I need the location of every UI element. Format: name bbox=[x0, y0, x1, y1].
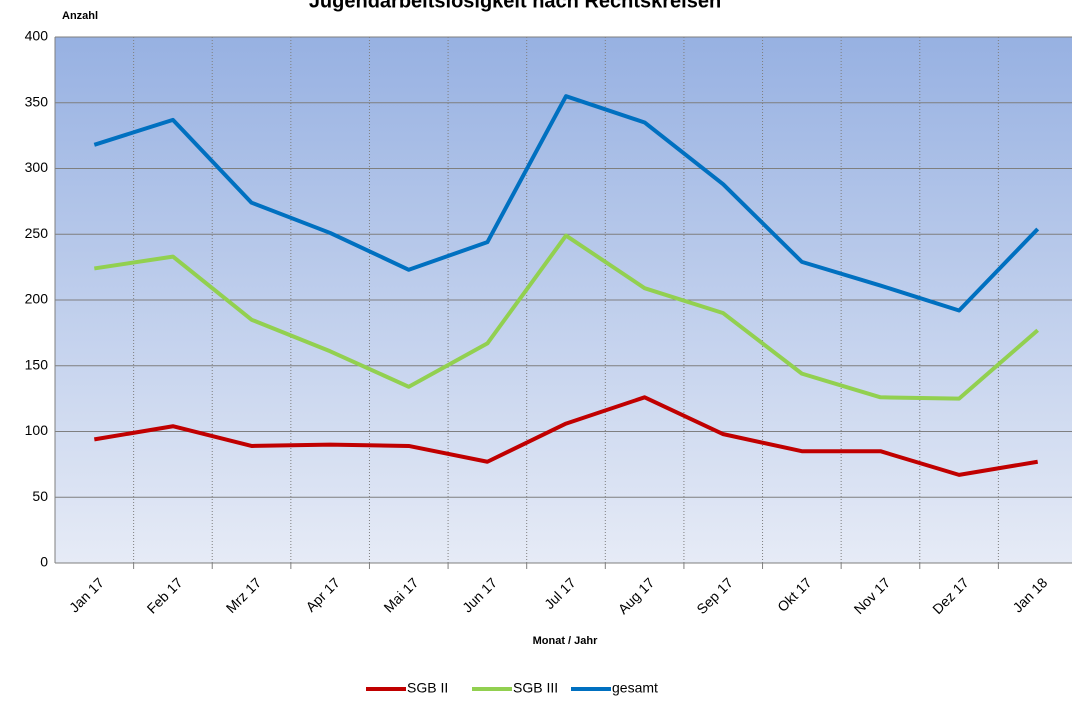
legend-label: gesamt bbox=[612, 680, 658, 696]
x-tick-label: Mrz 17 bbox=[223, 574, 265, 616]
x-tick-label: Aug 17 bbox=[615, 574, 658, 617]
x-tick-label: Sep 17 bbox=[693, 574, 736, 617]
y-tick-label: 200 bbox=[25, 291, 49, 307]
x-tick-label: Mai 17 bbox=[380, 574, 421, 615]
y-axis-label: Anzahl bbox=[62, 10, 98, 22]
x-tick-label: Dez 17 bbox=[929, 574, 972, 617]
y-tick-label: 100 bbox=[25, 422, 49, 438]
x-tick-label: Nov 17 bbox=[851, 574, 894, 617]
legend-label: SGB III bbox=[513, 680, 558, 696]
y-tick-label: 50 bbox=[32, 488, 48, 504]
x-tick-label: Jan 18 bbox=[1009, 574, 1050, 615]
x-tick-label: Apr 17 bbox=[302, 574, 343, 615]
y-tick-label: 250 bbox=[25, 225, 49, 241]
x-tick-label: Jun 17 bbox=[459, 574, 500, 615]
y-tick-label: 350 bbox=[25, 93, 49, 109]
line-series bbox=[94, 233, 1040, 401]
chart-title: Jugendarbeitslosigkeit nach Rechtskreise… bbox=[309, 0, 721, 12]
y-tick-label: 300 bbox=[25, 159, 49, 175]
legend-label: SGB II bbox=[407, 680, 448, 696]
y-tick-label: 150 bbox=[25, 356, 49, 372]
x-tick-label: Jan 17 bbox=[66, 574, 107, 615]
y-tick-label: 0 bbox=[40, 554, 48, 570]
x-tick-label: Jul 17 bbox=[541, 574, 579, 612]
y-tick-label: 400 bbox=[25, 28, 49, 44]
line-series bbox=[93, 94, 1040, 313]
x-axis-label: Monat / Jahr bbox=[533, 635, 599, 647]
x-tick-label: Feb 17 bbox=[144, 574, 186, 616]
x-tick-label: Okt 17 bbox=[774, 574, 815, 615]
line-series bbox=[93, 395, 1039, 477]
